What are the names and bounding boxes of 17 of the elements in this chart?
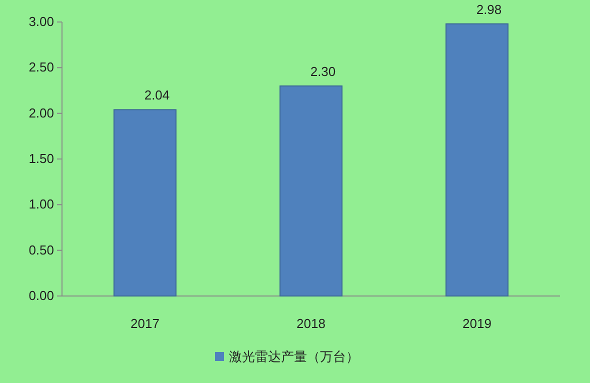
bar [280, 85, 342, 296]
x-tick-label: 2019 [462, 316, 492, 331]
y-tick-label: 1.00 [28, 196, 54, 212]
x-tick-label: 2018 [296, 316, 326, 331]
bar [446, 23, 508, 296]
y-tick-label: 0.50 [28, 242, 54, 258]
y-tick-label: 2.00 [28, 105, 54, 120]
text: 2.30 [310, 64, 336, 79]
text: 2.98 [476, 2, 502, 17]
y-tick-label: 0.00 [28, 288, 54, 303]
y-tick-label: 3.00 [28, 14, 54, 29]
y-tick-label: 1.50 [28, 151, 54, 166]
bar [114, 109, 176, 296]
legend-label: 激光雷达产量（万台） [229, 349, 359, 364]
y-tick-label: 2.50 [28, 60, 54, 75]
text: 2.04 [144, 88, 170, 103]
x-tick-label: 2017 [130, 316, 160, 331]
